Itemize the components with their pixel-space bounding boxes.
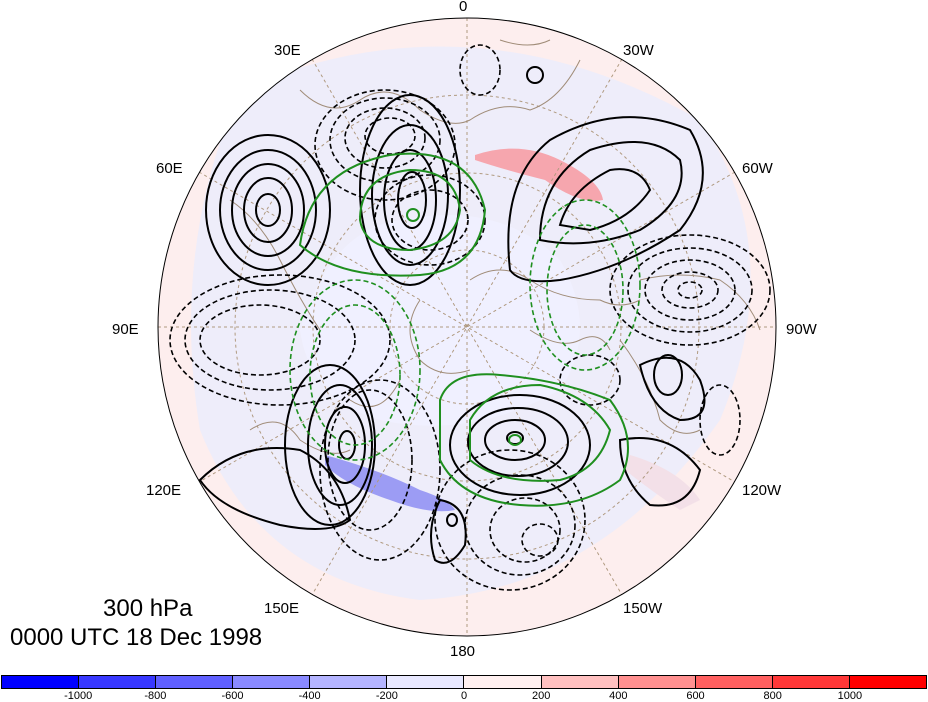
colorbar-tick-label: 600 — [686, 690, 705, 702]
colorbar-cell — [772, 676, 850, 688]
colorbar-cell — [618, 676, 696, 688]
lon-label-90e: 90E — [112, 321, 139, 338]
colorbar-cell — [387, 676, 465, 688]
colorbar-cell — [695, 676, 773, 688]
lon-label-60w: 60W — [742, 160, 773, 177]
colorbar-tick-label: -200 — [375, 690, 398, 702]
colorbar-cell — [541, 676, 619, 688]
valid-time-title: 0000 UTC 18 Dec 1998 — [10, 624, 263, 651]
colorbar-cell — [310, 676, 388, 688]
colorbar-cell — [464, 676, 542, 688]
colorbar-cell — [233, 676, 311, 688]
light-positive-patch — [625, 455, 700, 510]
colorbar-tick-label: 400 — [609, 690, 628, 702]
colorbar — [1, 675, 927, 689]
lon-label-60e: 60E — [156, 160, 183, 177]
lon-label-150w: 150W — [623, 600, 663, 617]
lon-label-30e: 30E — [274, 42, 301, 59]
colorbar-tick-label: -1000 — [64, 690, 93, 702]
negative-contours — [169, 44, 771, 591]
colorbar-tick-label: 0 — [460, 690, 468, 702]
pressure-level-title: 300 hPa — [103, 595, 193, 622]
colorbar-tick-label: -800 — [144, 690, 167, 702]
colorbar-tick-label: 800 — [763, 690, 782, 702]
colorbar-cell — [79, 676, 157, 688]
map-disc — [158, 18, 776, 636]
coastlines — [229, 39, 761, 454]
lon-label-150e: 150E — [264, 600, 300, 617]
colorbar-tick-label: 1000 — [837, 690, 863, 702]
positive-shading-patch — [475, 148, 603, 201]
lon-label-120e: 120E — [146, 482, 182, 499]
lon-label-90w: 90W — [786, 321, 817, 338]
lon-label-0: 0 — [459, 0, 468, 15]
negative-shading-patch — [325, 455, 455, 512]
colorbar-cell — [849, 676, 926, 688]
colorbar-cell — [2, 676, 80, 688]
colorbar-cell — [156, 676, 234, 688]
colorbar-tick-label: -600 — [221, 690, 244, 702]
colorbar-tick-label: -400 — [298, 690, 321, 702]
green-dashed-contours — [289, 199, 641, 461]
map-boundary — [157, 17, 777, 637]
lon-label-30w: 30W — [623, 42, 654, 59]
graticule — [158, 18, 776, 636]
colorbar-tick-label: 200 — [531, 690, 551, 702]
lon-label-120w: 120W — [742, 482, 782, 499]
lon-label-180: 180 — [450, 643, 476, 660]
green-contours — [298, 152, 629, 507]
